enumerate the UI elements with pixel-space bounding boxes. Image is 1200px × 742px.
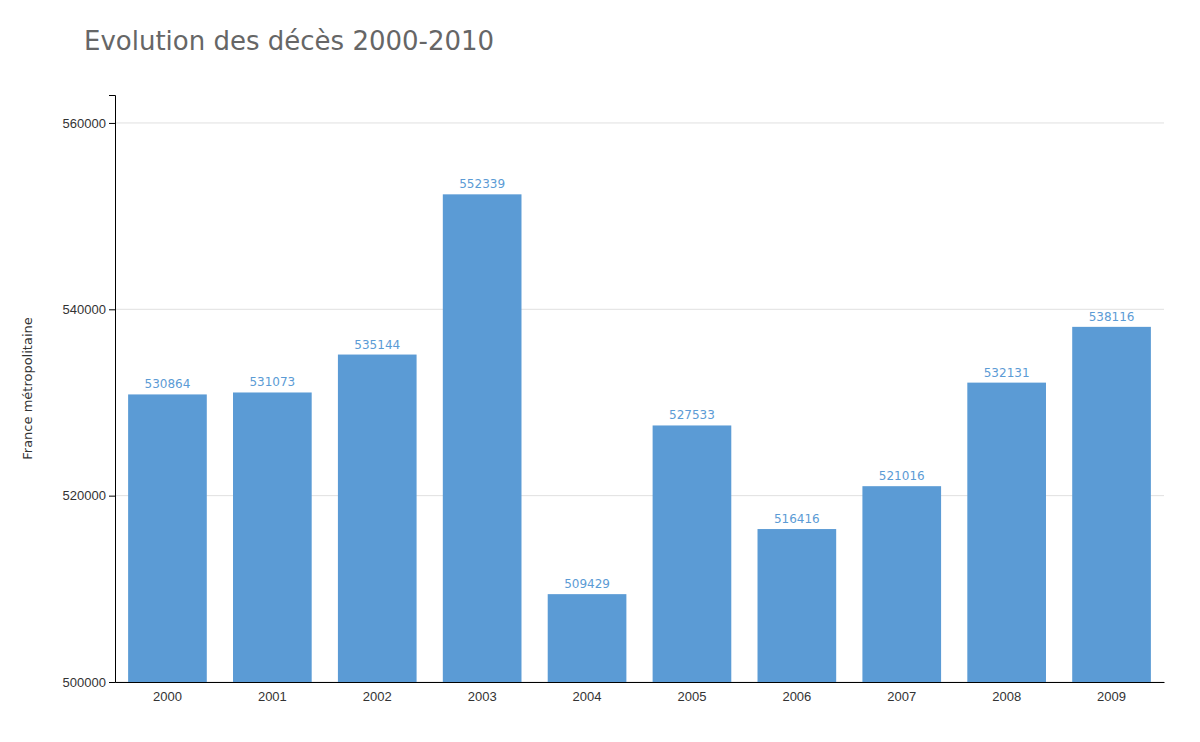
y-tick: 560000 [63,116,115,131]
x-tick: 2007 [887,689,916,704]
bar [862,486,941,682]
data-label: 531073 [249,375,295,389]
x-tick: 2006 [782,689,811,704]
title: Evolution des décès 2000-2010 [84,26,494,56]
y-tick: 500000 [63,675,115,690]
data-labels: 530864 531073 535144 552339 509429 527533 5164… [145,177,1135,591]
y-tick-label: 560000 [63,116,106,131]
y-tick-label: 500000 [63,675,106,690]
x-tick: 2001 [258,689,287,704]
x-tick-label: 2006 [782,689,811,704]
bar [967,383,1046,682]
x-tick-label: 2004 [573,689,602,704]
x-tick-label: 2008 [992,689,1021,704]
y-tick-mark [109,123,115,124]
x-tick-label: 2003 [468,689,497,704]
x-tick: 2005 [677,689,706,704]
y-tick-mark [109,309,115,310]
y-tick: 520000 [63,488,115,503]
x-axis: 2000 2001 2002 2003 2004 2005 2006 2007 2008 2009 [116,683,1165,705]
y-tick-mark [109,496,115,497]
grid-line [115,309,1164,310]
y-tick-label: 540000 [63,302,106,317]
chart: 2000 2001 2002 2003 2004 2005 2006 2007 2008 2009… [0,0,1200,742]
data-label: 532131 [984,366,1030,380]
x-tick: 2008 [992,689,1021,704]
y-tick: 540000 [63,302,115,317]
data-label: 516416 [774,512,820,526]
data-label: 527533 [669,408,715,422]
y-tick-mark [109,682,115,683]
bar [128,394,207,682]
y-axis: 500000 520000 540000 560000 [63,96,116,690]
data-label: 552339 [459,177,505,191]
grid-line [115,122,1164,123]
x-tick-label: 2001 [258,689,287,704]
x-tick-label: 2002 [363,689,392,704]
x-tick-label: 2000 [153,689,182,704]
x-tick: 2003 [468,689,497,704]
bars [128,194,1151,682]
bar [233,392,312,682]
bar [548,594,627,682]
data-label: 509429 [564,577,610,591]
data-label: 535144 [354,338,400,352]
data-label: 521016 [879,469,925,483]
bar [338,355,417,682]
y-axis-line [109,96,116,683]
bar [1072,327,1151,682]
x-tick-label: 2007 [887,689,916,704]
grid [115,123,1164,682]
bar [758,529,837,682]
bar [653,425,732,682]
x-tick: 2004 [573,689,602,704]
x-axis-line [116,682,1165,683]
y-axis-title: France métropolitaine [20,317,35,459]
x-tick: 2000 [153,689,182,704]
x-tick-label: 2009 [1097,689,1126,704]
x-tick: 2002 [363,689,392,704]
data-label: 538116 [1089,310,1135,324]
x-tick-label: 2005 [677,689,706,704]
bar [443,194,522,682]
y-tick-label: 520000 [63,488,106,503]
data-label: 530864 [145,377,191,391]
x-tick: 2009 [1097,689,1126,704]
plot-area: 2000 2001 2002 2003 2004 2005 2006 2007 2008 2009… [63,96,1165,705]
